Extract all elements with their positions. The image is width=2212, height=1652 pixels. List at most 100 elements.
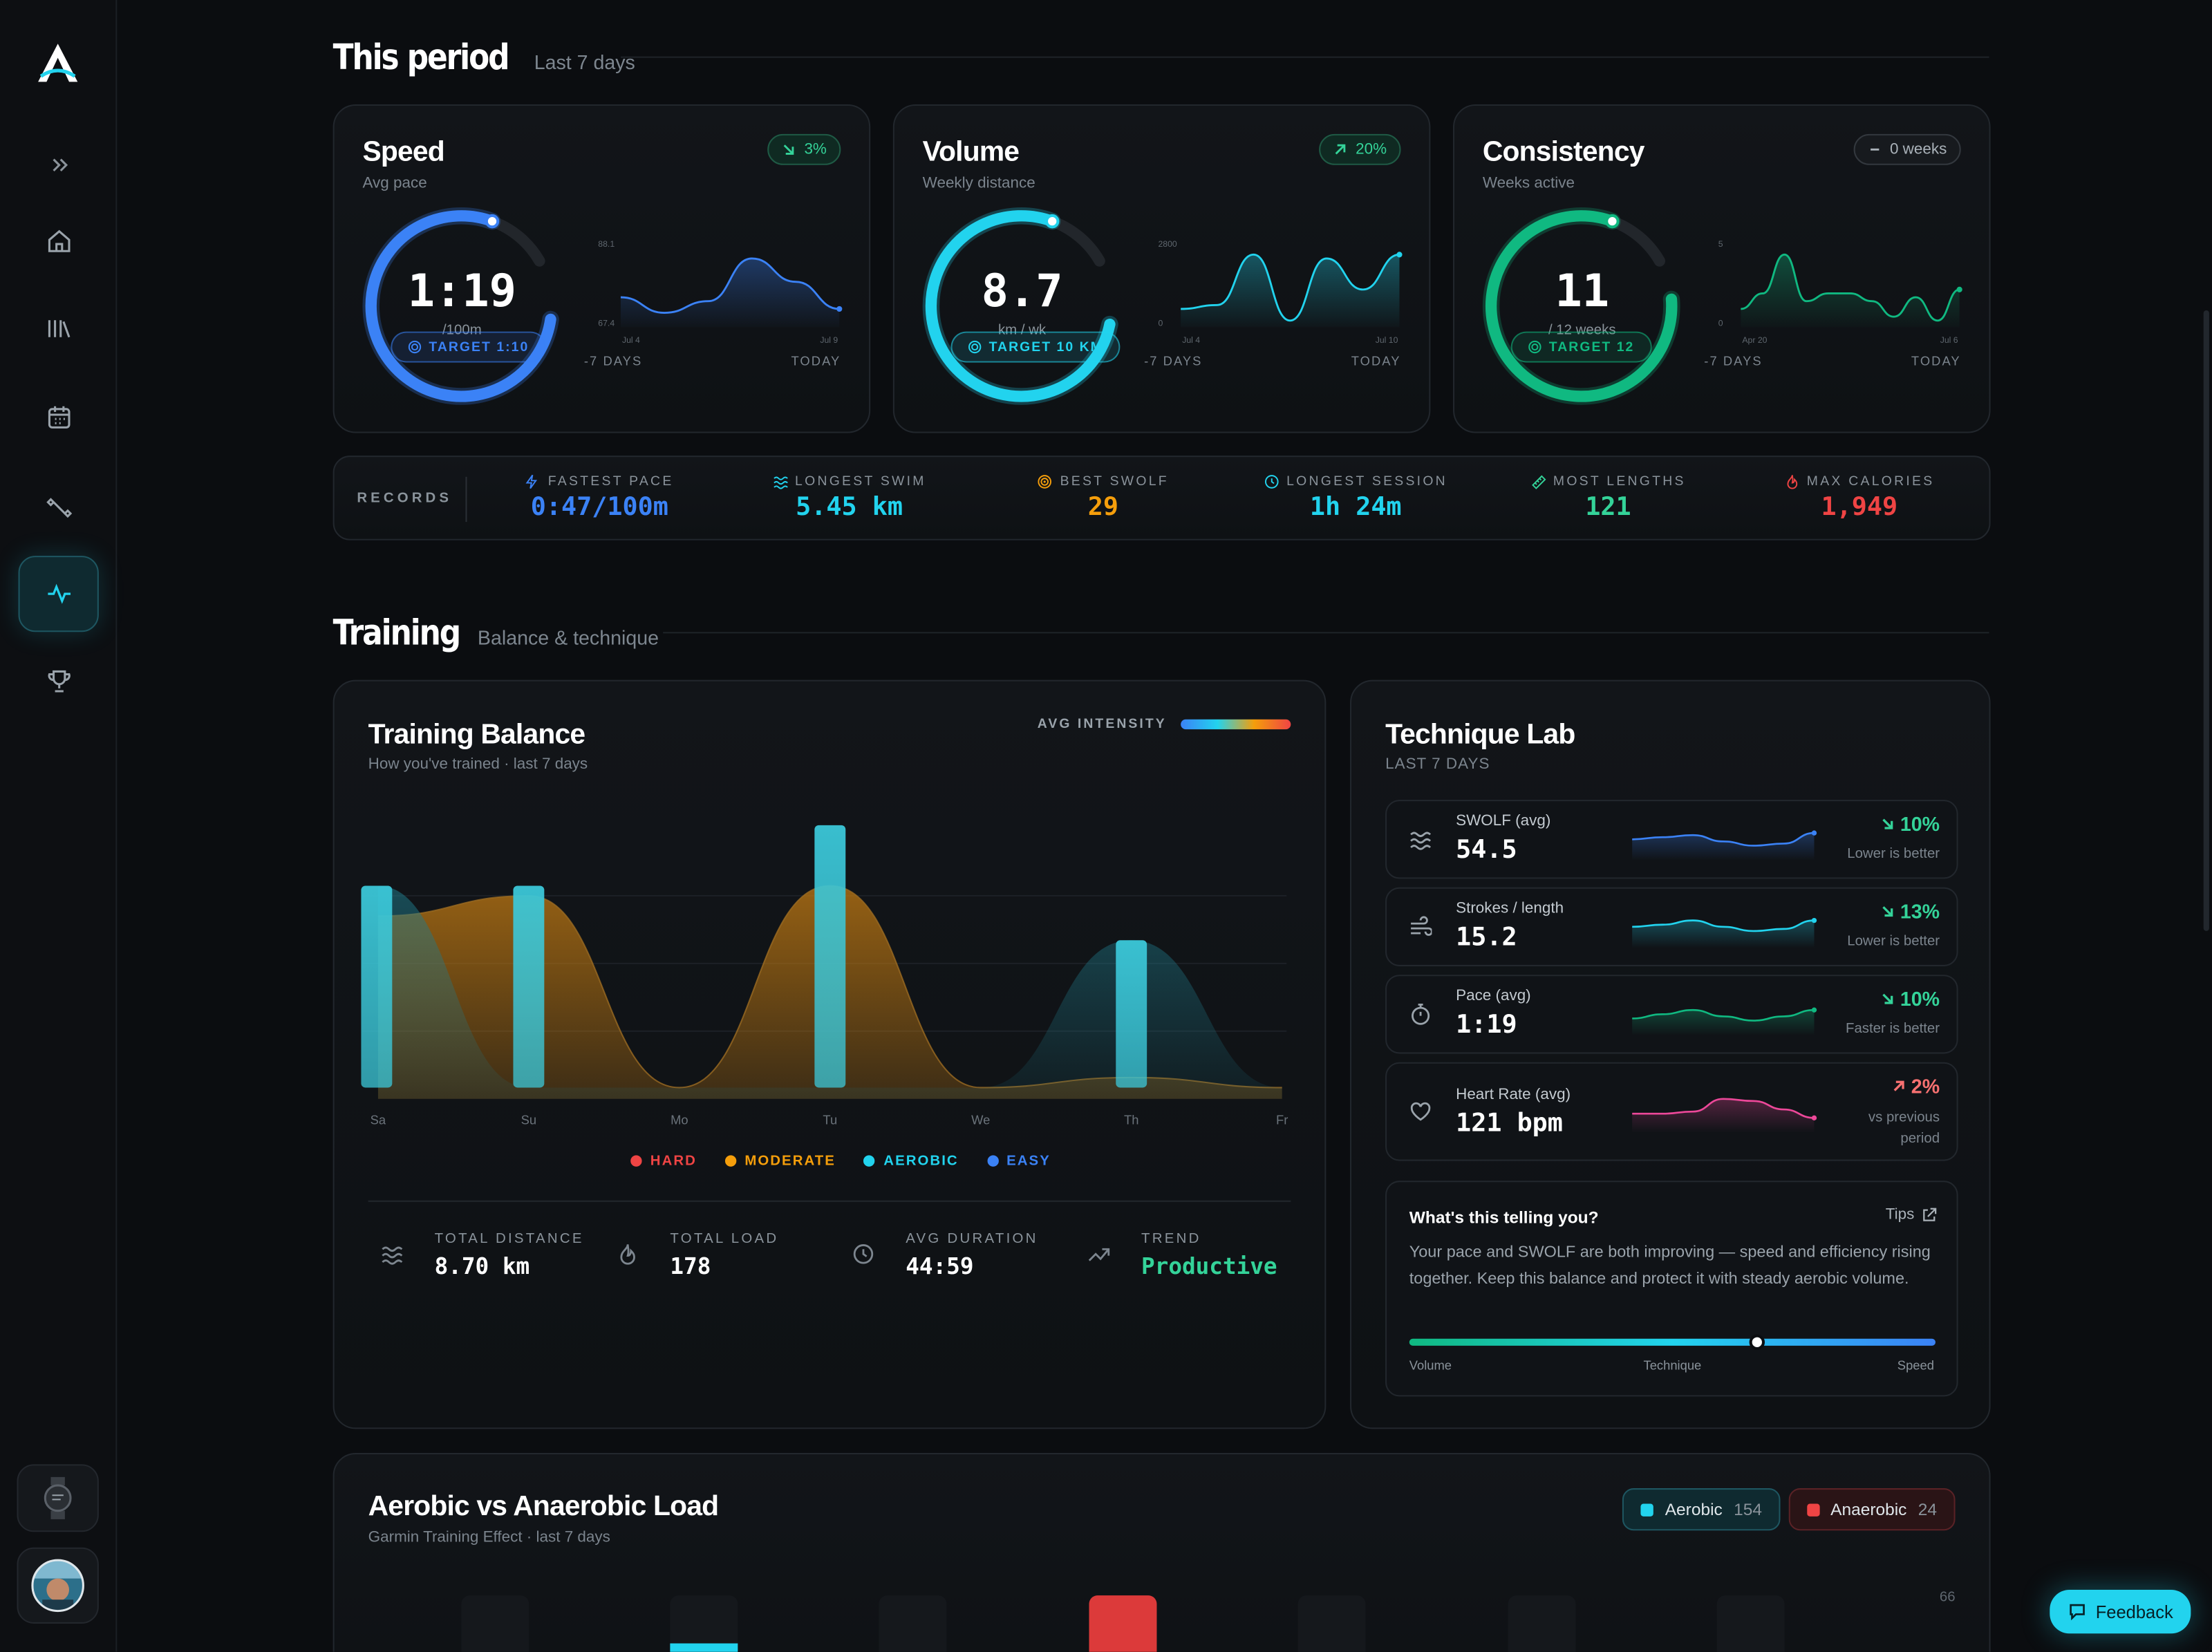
technique-row[interactable]: Strokes / length 15.2 13% Lower is better (1385, 887, 1958, 966)
sidebar (0, 0, 118, 1652)
technique-sparkline-area (1632, 1010, 1815, 1035)
aerobic-bar-tu[interactable] (814, 825, 846, 1088)
technique-delta: 10% (1881, 988, 1940, 1010)
legend-item-moderate[interactable]: MODERATE (724, 1154, 836, 1170)
record-most-lengths: MOST LENGTHS 121 (1481, 474, 1735, 522)
metric-value: 11 (1555, 263, 1610, 318)
legend-swatch (724, 1155, 737, 1167)
stat-value: Productive (1141, 1252, 1277, 1280)
aerobic-bar-sa[interactable] (361, 885, 393, 1088)
technique-sparkline (1632, 1098, 1817, 1133)
target-label: TARGET 1:10 (429, 339, 529, 355)
technique-sparkline-dot (1811, 1115, 1817, 1121)
nav-activity[interactable] (18, 556, 99, 632)
legend-item-easy[interactable]: EASY (986, 1154, 1051, 1170)
technique-delta: 2% (1891, 1075, 1940, 1098)
progress-ring: 8.7 km / wk (920, 205, 1118, 409)
technique-value: 15.2 (1456, 922, 1517, 952)
anaerobic-label: Anaerobic (1830, 1499, 1907, 1519)
training-balance-chart: Sa Su Mo Tu We Th Fr (361, 825, 1288, 1127)
avg-intensity-bar (1181, 719, 1291, 730)
balance-slider-track[interactable] (1409, 1338, 1936, 1346)
ring-progress (365, 210, 556, 402)
expand-sidebar-button[interactable] (19, 127, 99, 203)
sparkline-area (1181, 254, 1400, 328)
balance-slider-thumb[interactable] (1749, 1334, 1765, 1351)
technique-icon-wrap (1409, 1003, 1435, 1029)
nav-workouts[interactable] (19, 467, 99, 543)
legend-item-aerobic[interactable]: AEROBIC (863, 1154, 959, 1170)
nav-library[interactable] (19, 290, 99, 366)
technique-lab-card: Technique Lab LAST 7 DAYS SWOLF (avg) 54.… (1350, 679, 1991, 1429)
record-value: 1,949 (1821, 492, 1898, 523)
nav-home[interactable] (19, 203, 99, 279)
device-watch-button[interactable] (17, 1464, 99, 1532)
technique-sparkline-line (1632, 1008, 1815, 1022)
technique-value: 1:19 (1456, 1010, 1517, 1040)
axis-start-label: -7 DAYS (1144, 354, 1203, 368)
metric-card-speed[interactable]: Speed Avg pace 3% 1:19/100m TARGET 1:10 88.1 6… (332, 104, 871, 433)
anaerobic-chip[interactable]: Anaerobic 24 (1788, 1488, 1956, 1531)
ring-progress (925, 210, 1116, 402)
feedback-button[interactable]: Feedback (2050, 1589, 2191, 1634)
ring-chart (362, 207, 559, 405)
training-header: Training Balance & technique (333, 612, 659, 653)
ring-track (486, 215, 545, 267)
record-header: LONGEST SESSION (1229, 474, 1483, 489)
aerobic-bar-th[interactable] (1116, 940, 1147, 1088)
sparkline-dot (1956, 286, 1962, 292)
target-label: TARGET 10 KM (988, 339, 1103, 355)
section-subtitle: Balance & technique (477, 626, 659, 649)
sparkline-line (620, 257, 840, 314)
technique-name: Heart Rate (avg) (1456, 1086, 1571, 1103)
technique-row[interactable]: Pace (avg) 1:19 10% Faster is better (1385, 975, 1958, 1054)
legend-label: EASY (1006, 1154, 1051, 1170)
legend-item-hard[interactable]: HARD (630, 1154, 697, 1170)
activity-icon (47, 583, 71, 604)
technique-row[interactable]: Heart Rate (avg) 121 bpm 2% vs previous pe… (1385, 1062, 1958, 1161)
tips-link[interactable]: Tips (1886, 1206, 1937, 1223)
sparkline-chart (1181, 252, 1403, 328)
stat-label: AVG DURATION (906, 1231, 1038, 1248)
record-value: 29 (1087, 492, 1119, 523)
technique-note: Faster is better (1845, 1021, 1940, 1037)
technique-delta: 13% (1881, 900, 1940, 923)
stat-icon-wrap (617, 1243, 642, 1268)
feedback-label: Feedback (2095, 1602, 2173, 1622)
ring-knob (485, 214, 500, 229)
spark-y-max: 88.1 (598, 241, 615, 250)
aerobic-bar-su[interactable] (513, 885, 545, 1088)
technique-sparkline-line (1632, 1098, 1815, 1119)
wind-icon (1411, 916, 1433, 936)
target-icon (408, 340, 422, 354)
target-label: TARGET 12 (1548, 339, 1635, 355)
heart-icon (1410, 1102, 1431, 1121)
sparkline-area (1741, 254, 1960, 328)
delta-value: 0 weeks (1889, 141, 1947, 158)
arrow-down-right-icon (1882, 906, 1893, 917)
trophy-icon (47, 670, 70, 693)
ring-knob (1605, 214, 1620, 229)
slider-label-technique: Technique (1643, 1358, 1702, 1373)
progress-ring: 1:19/100m (359, 205, 559, 409)
x-tick-label: Mo (671, 1113, 688, 1127)
aerobic-chip[interactable]: Aerobic 154 (1622, 1488, 1781, 1531)
technique-sparkline-dot (1811, 830, 1817, 836)
x-tick-label: Tu (823, 1113, 837, 1127)
record-header: MOST LENGTHS (1481, 474, 1735, 489)
x-tick-label: Fr (1276, 1113, 1288, 1127)
target-pill: TARGET 12 (1510, 331, 1651, 363)
load-bar (879, 1595, 947, 1652)
technique-note: Lower is better (1847, 934, 1940, 950)
metric-card-volume[interactable]: Volume Weekly distance 20% 8.7 km / wk TARGET… (892, 104, 1431, 433)
technique-row[interactable]: SWOLF (avg) 54.5 10% Lower is better (1385, 800, 1958, 879)
scrollbar-thumb[interactable] (2203, 310, 2209, 931)
nav-calendar[interactable] (19, 379, 99, 456)
user-avatar-button[interactable] (17, 1547, 99, 1624)
metric-card-consistency[interactable]: Consistency Weeks active 0 weeks 11 / 12 wee… (1453, 104, 1991, 433)
app-logo[interactable] (34, 39, 82, 87)
waves-icon (382, 1246, 403, 1265)
tips-label: Tips (1885, 1205, 1915, 1223)
slider-label-speed: Speed (1897, 1358, 1934, 1373)
nav-trophies[interactable] (19, 644, 99, 720)
